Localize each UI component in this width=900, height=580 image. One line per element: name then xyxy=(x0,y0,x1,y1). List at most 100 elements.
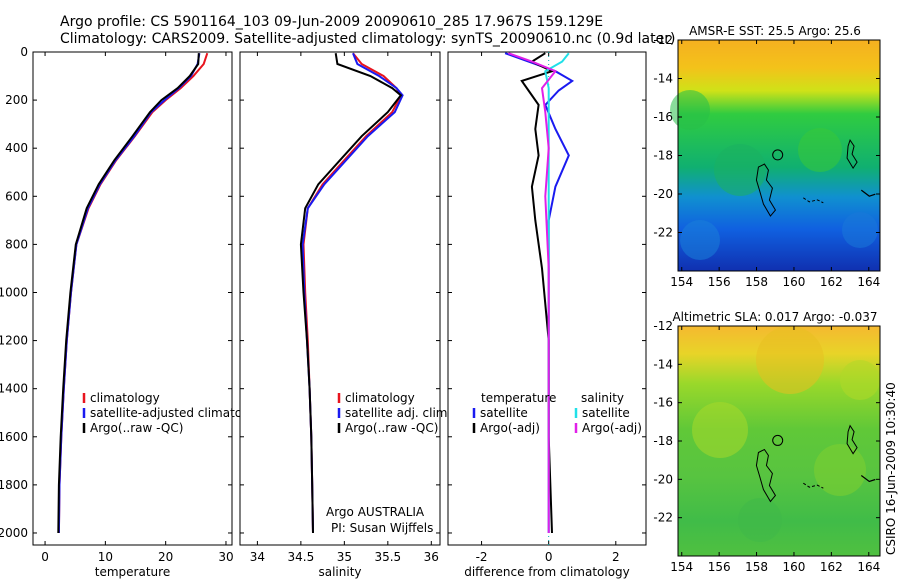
x-tick-label: 162 xyxy=(820,560,843,574)
y-tick-label: 400 xyxy=(5,141,28,155)
y-tick-label: 800 xyxy=(5,237,28,251)
reef-outline xyxy=(755,448,777,503)
diff-legend-temp-label: Argo(-adj) xyxy=(480,421,540,435)
header-line-1: Argo profile: CS 5901164_103 09-Jun-2009… xyxy=(60,14,603,30)
y-tick-label: 600 xyxy=(5,189,28,203)
series-line xyxy=(508,52,558,533)
y-tick-label: 200 xyxy=(5,93,28,107)
field-patch xyxy=(814,444,866,496)
y-tick-label: -20 xyxy=(653,187,673,201)
x-tick-label: 160 xyxy=(783,275,806,289)
sla-map-panel: Altimetric SLA: 0.017 Argo: -0.037 154 156… xyxy=(653,310,881,574)
diff-legend-temp-label: satellite xyxy=(480,406,528,420)
x-tick-label: 158 xyxy=(745,560,768,574)
y-tick-label: 0 xyxy=(20,45,28,59)
y-tick-label: -12 xyxy=(653,319,673,333)
y-tick-label: 1200 xyxy=(0,334,28,348)
y-tick-label: -18 xyxy=(653,434,673,448)
field-patch xyxy=(756,326,824,394)
y-tick-label: -12 xyxy=(653,33,673,47)
sst-map-panel: AMSR-E SST: 25.5 Argo: 25.6 154 156 158 160 1… xyxy=(653,24,881,289)
temp-legend-label: climatology xyxy=(90,391,160,405)
y-tick-label: -22 xyxy=(653,511,673,525)
x-axis-label: difference from climatology xyxy=(464,565,630,579)
x-tick-label: 34 xyxy=(250,550,265,564)
diff-legend-sal-label: satellite xyxy=(582,406,630,420)
x-tick-label: 20 xyxy=(158,550,173,564)
coastline xyxy=(860,189,876,197)
field-patch xyxy=(842,212,878,248)
field-patch xyxy=(798,128,842,172)
series-line xyxy=(57,53,200,534)
x-tick-label: 35.5 xyxy=(374,550,401,564)
y-tick-label: 1400 xyxy=(0,382,28,396)
argo-position-marker xyxy=(772,434,784,446)
x-tick-label: 0 xyxy=(41,550,49,564)
timestamp-label: CSIRO 16-Jun-2009 10:30:40 xyxy=(884,382,898,555)
map-title: AMSR-E SST: 25.5 Argo: 25.6 xyxy=(689,24,861,38)
reef-outline xyxy=(846,424,858,455)
series-line xyxy=(299,53,403,534)
x-tick-label: 35 xyxy=(337,550,352,564)
x-tick-label: 156 xyxy=(708,275,731,289)
y-tick-label: 1000 xyxy=(0,285,28,299)
x-tick-label: 36 xyxy=(424,550,439,564)
y-tick-label: -22 xyxy=(653,226,673,240)
x-axis-label: temperature xyxy=(95,565,170,579)
diff-legend-sal-title: salinity xyxy=(581,391,624,405)
temperature-panel: 0 200 400 600 800 1000 1200 1400 1600 1800 2000 0 10… xyxy=(0,45,268,579)
y-tick-label: -14 xyxy=(653,357,673,371)
x-tick-label: 0 xyxy=(545,550,553,564)
y-tick-label: -20 xyxy=(653,472,673,486)
x-tick-label: -2 xyxy=(476,550,488,564)
y-tick-label: -18 xyxy=(653,149,673,163)
temp-legend-label: Argo(..raw -QC) xyxy=(90,421,183,435)
x-tick-label: 154 xyxy=(670,275,693,289)
header-line-2: Climatology: CARS2009. Satellite-adjuste… xyxy=(60,31,675,47)
x-tick-label: 154 xyxy=(670,560,693,574)
field-patch xyxy=(738,498,782,542)
reef-outline xyxy=(846,138,858,170)
y-tick-label: -16 xyxy=(653,110,673,124)
x-tick-label: 10 xyxy=(98,550,113,564)
argo-position-marker xyxy=(772,149,784,161)
y-tick-label: 2000 xyxy=(0,526,28,540)
y-tick-label: -14 xyxy=(653,72,673,86)
temp-legend-label: satellite-adjusted climatology xyxy=(90,406,268,420)
sal-legend-label: satellite adj. clim. xyxy=(345,406,451,420)
coastline xyxy=(860,475,876,483)
map-title: Altimetric SLA: 0.017 Argo: -0.037 xyxy=(672,310,877,324)
reef-outline xyxy=(803,482,824,489)
x-tick-label: 30 xyxy=(218,550,233,564)
field-patch xyxy=(692,402,748,458)
diff-legend-temp-title: temperature xyxy=(481,391,556,405)
x-tick-label: 164 xyxy=(857,275,880,289)
x-axis-label: salinity xyxy=(318,565,361,579)
diff-legend-sal-label: Argo(-adj) xyxy=(582,421,642,435)
salinity-panel: 34 34.5 35 35.5 36 salinity climatologysatelli… xyxy=(239,51,451,579)
field-patch xyxy=(840,360,880,400)
sal-legend-label: climatology xyxy=(345,391,415,405)
x-tick-label: 156 xyxy=(708,560,731,574)
argo-program-label: Argo AUSTRALIA xyxy=(326,505,425,519)
x-tick-label: 162 xyxy=(820,275,843,289)
x-tick-label: 164 xyxy=(857,560,880,574)
y-tick-label: 1800 xyxy=(0,478,28,492)
x-tick-label: 158 xyxy=(745,275,768,289)
plot-frame xyxy=(239,51,441,546)
sal-legend-label: Argo(..raw -QC) xyxy=(345,421,438,435)
field-patch xyxy=(680,220,720,260)
plot-frame xyxy=(32,51,233,546)
x-tick-label: 160 xyxy=(783,560,806,574)
series-line xyxy=(520,52,555,534)
reef-outline xyxy=(803,197,824,204)
pi-label: PI: Susan Wijffels xyxy=(331,521,433,535)
reef-outline xyxy=(755,163,777,217)
x-tick-label: 2 xyxy=(612,550,620,564)
field-patch xyxy=(714,144,766,196)
x-tick-label: 34.5 xyxy=(288,550,315,564)
field-patch xyxy=(670,90,710,130)
y-tick-label: -16 xyxy=(653,396,673,410)
